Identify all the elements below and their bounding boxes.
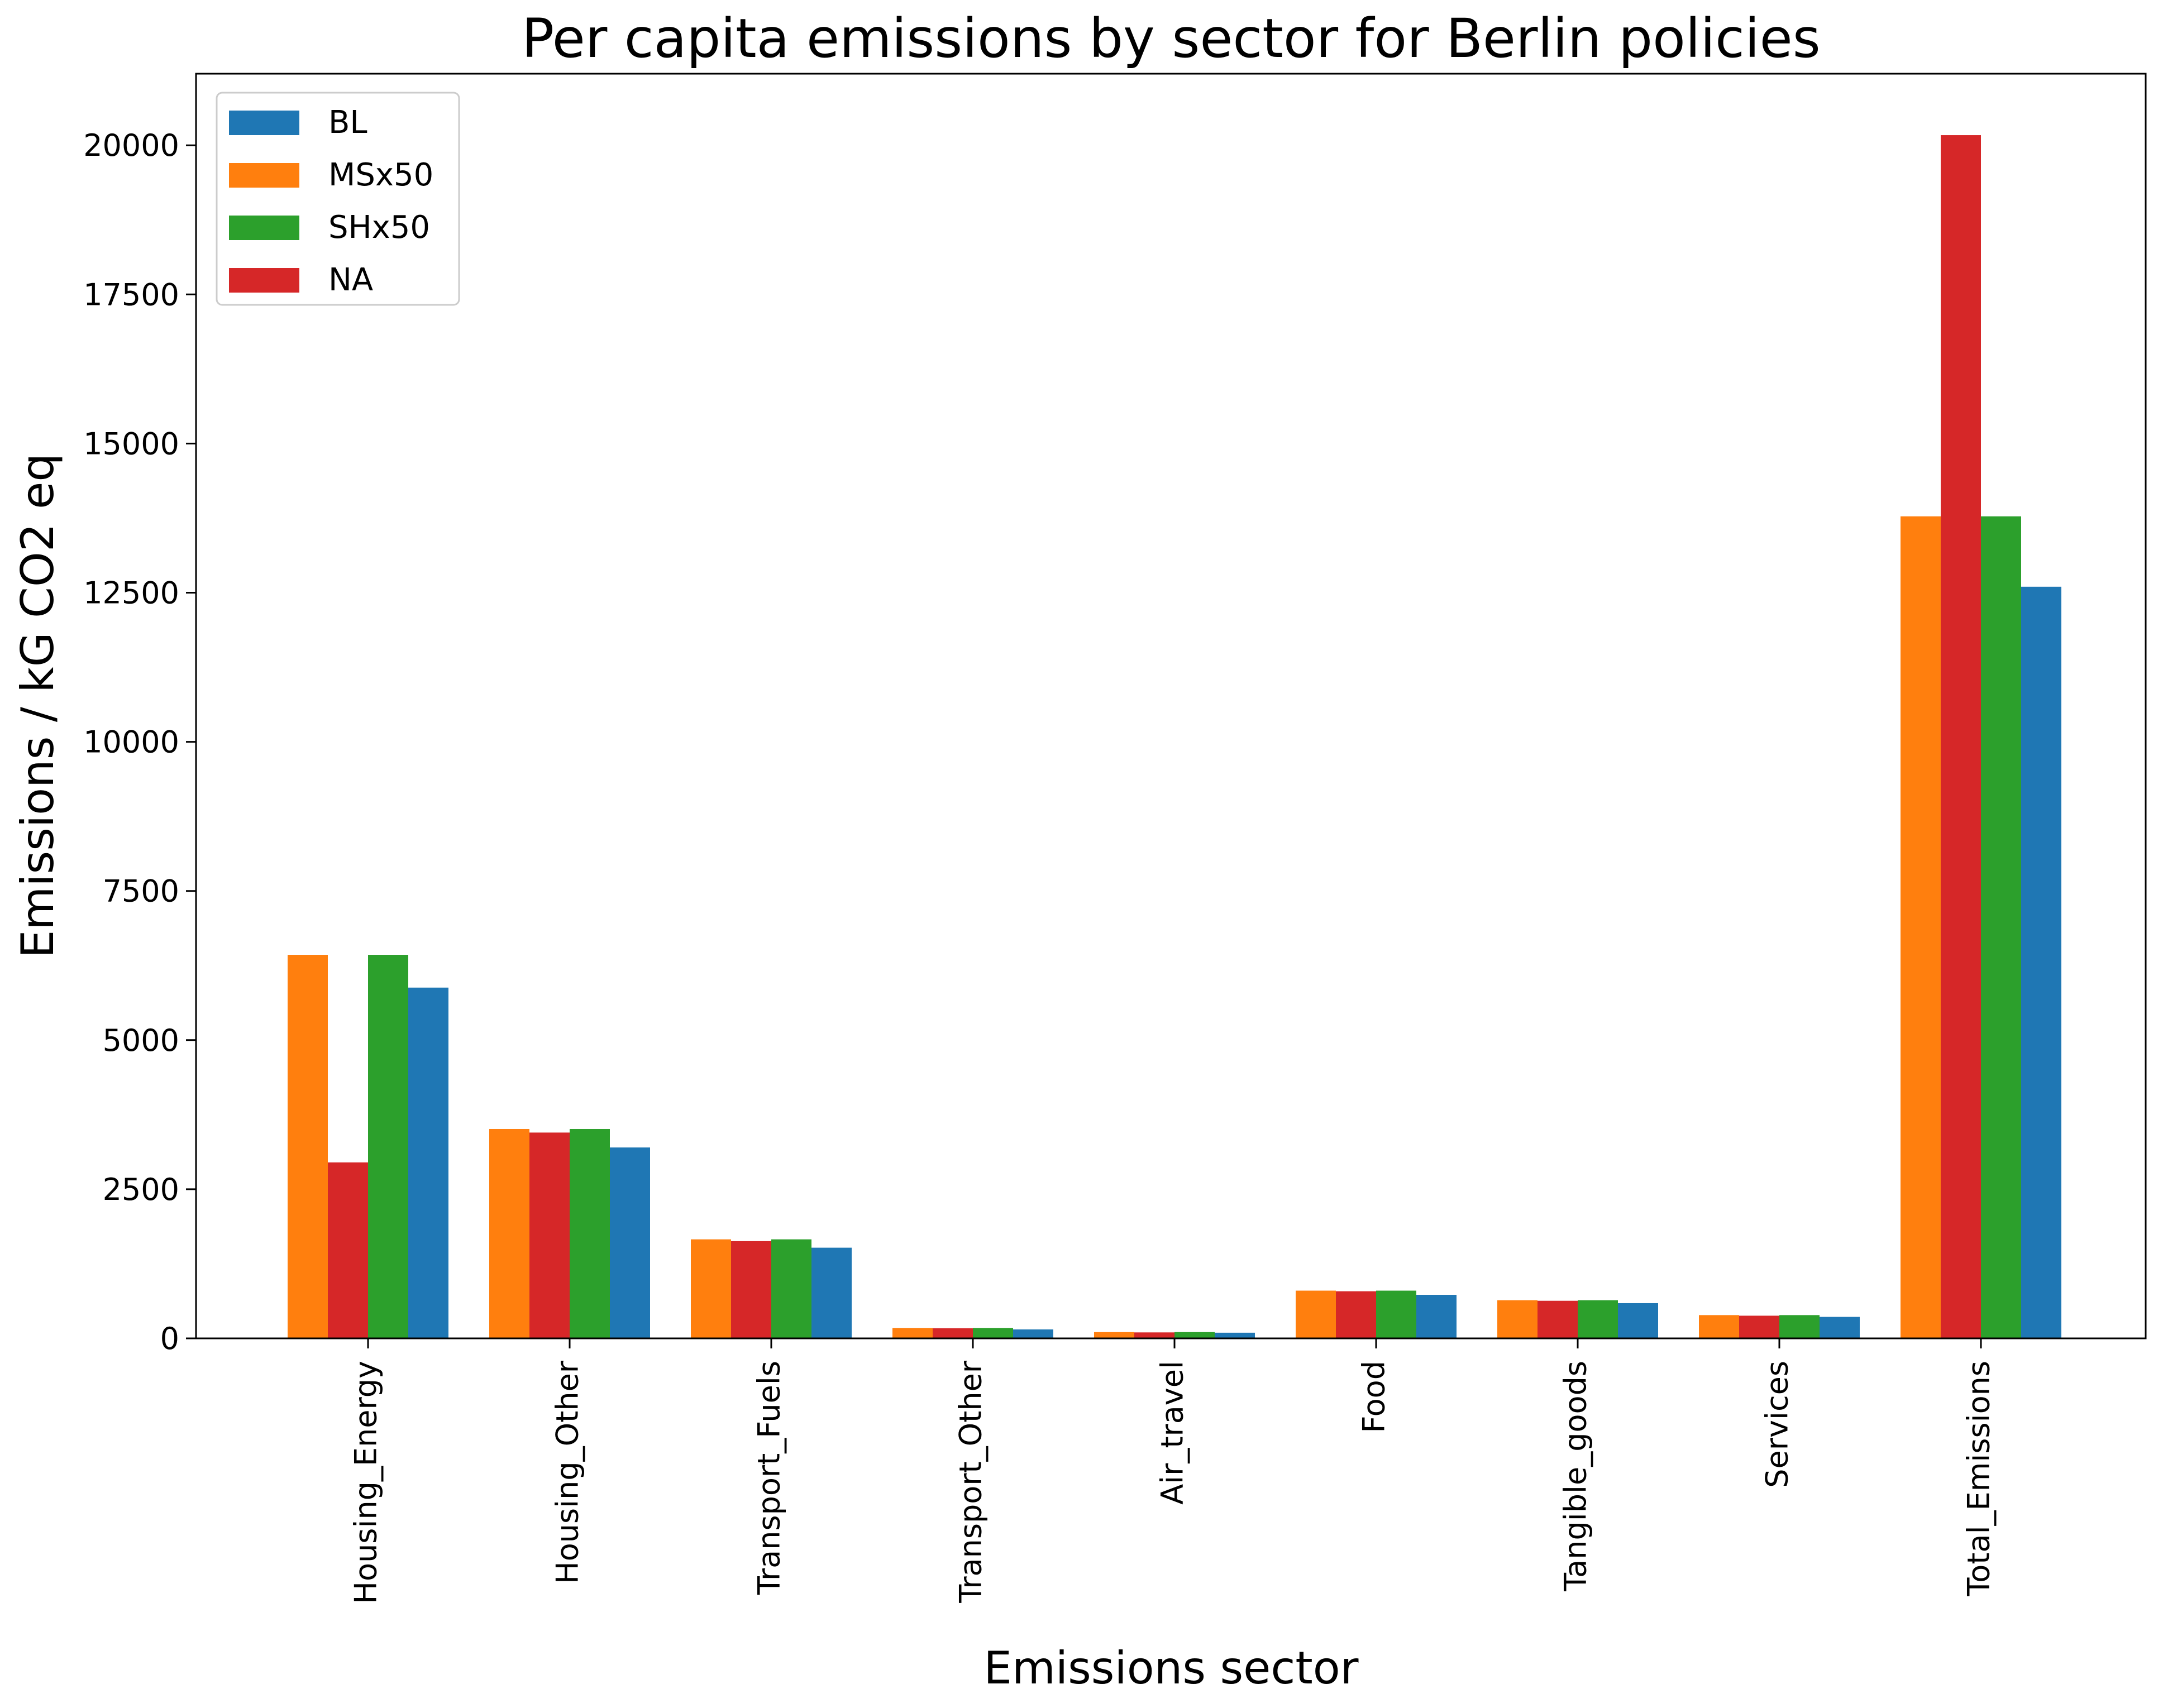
bar-shx50-housing-other [570, 1128, 610, 1338]
bar-msx50-housing-other [489, 1128, 529, 1338]
bar-na-air-travel [1134, 1332, 1174, 1338]
bar-msx50-food [1296, 1290, 1336, 1338]
bar-na-food [1336, 1291, 1376, 1338]
x-tick-label-transport-other: Transport_Other [953, 1360, 989, 1604]
legend-swatch-msx50 [229, 163, 299, 188]
x-tick-label-total-emissions: Total_Emissions [1961, 1361, 1997, 1597]
bar-shx50-air-travel [1174, 1332, 1215, 1338]
chart-title: Per capita emissions by sector for Berli… [522, 7, 1820, 70]
x-tick-label-tangible-goods: Tangible_goods [1558, 1361, 1593, 1592]
bar-bl-air-travel [1215, 1332, 1255, 1338]
y-tick-label: 7500 [103, 874, 179, 909]
y-tick-label: 2500 [103, 1172, 179, 1207]
x-tick-label-housing-other: Housing_Other [550, 1360, 585, 1584]
x-tick-label-transport-fuels: Transport_Fuels [752, 1361, 787, 1595]
y-axis: 0 2500 5000 7500 10000 12500 15000 17500 20000 [83, 128, 196, 1356]
bar-msx50-services [1699, 1315, 1739, 1338]
bar-shx50-food [1376, 1290, 1416, 1338]
bar-shx50-housing-energy [368, 955, 408, 1338]
bar-bl-housing-energy [408, 987, 448, 1338]
y-tick-label: 17500 [83, 277, 179, 312]
plot-frame [195, 73, 2147, 1339]
bar-shx50-transport-fuels [771, 1239, 811, 1338]
legend-label-bl: BL [328, 104, 367, 141]
bar-na-tangible-goods [1538, 1300, 1578, 1338]
x-axis: Housing_Energy Housing_Other Transport_Fue… [348, 1338, 1997, 1604]
bar-shx50-total-emissions [1981, 516, 2021, 1338]
x-axis-label: Emissions sector [983, 1642, 1358, 1694]
bar-bl-food [1416, 1295, 1457, 1338]
bar-na-transport-other [933, 1328, 973, 1338]
legend-label-msx50: MSx50 [328, 157, 433, 193]
bar-na-services [1739, 1315, 1779, 1338]
bar-bl-tangible-goods [1618, 1303, 1658, 1338]
bar-msx50-tangible-goods [1497, 1300, 1538, 1338]
bar-shx50-transport-other [973, 1328, 1013, 1338]
legend-swatch-bl [229, 111, 299, 135]
y-tick-label: 12500 [83, 576, 179, 611]
legend-swatch-shx50 [229, 216, 299, 240]
bar-msx50-housing-energy [288, 955, 328, 1338]
y-axis-label: Emissions / kG CO2 eq [12, 453, 64, 958]
bar-bl-transport-other [1013, 1329, 1053, 1338]
bar-msx50-air-travel [1094, 1332, 1134, 1338]
bar-msx50-total-emissions [1901, 516, 1941, 1338]
x-tick-label-services: Services [1760, 1361, 1795, 1488]
y-tick-label: 10000 [83, 725, 179, 760]
y-tick-label: 0 [160, 1321, 179, 1356]
bar-na-housing-energy [328, 1162, 368, 1338]
legend-label-na: NA [328, 262, 373, 298]
bar-shx50-tangible-goods [1578, 1300, 1618, 1338]
x-tick-label-food: Food [1357, 1361, 1392, 1433]
y-tick-label: 15000 [83, 426, 179, 461]
bar-na-total-emissions [1941, 135, 1981, 1338]
legend-swatch-na [229, 268, 299, 293]
y-tick-label: 5000 [103, 1023, 179, 1058]
y-tick-label: 20000 [83, 128, 179, 163]
bar-bl-housing-other [610, 1147, 650, 1338]
bar-msx50-transport-fuels [691, 1239, 731, 1338]
bar-shx50-services [1779, 1315, 1820, 1338]
legend-frame [216, 92, 460, 306]
bar-bl-services [1820, 1317, 1860, 1338]
legend-label-shx50: SHx50 [328, 209, 430, 246]
x-tick-label-air-travel: Air_travel [1155, 1361, 1190, 1505]
bar-na-transport-fuels [731, 1241, 771, 1338]
legend: BL MSx50 SHx50 NA [216, 92, 460, 306]
bars-group [288, 135, 2061, 1338]
bar-bl-transport-fuels [811, 1247, 852, 1338]
bar-bl-total-emissions [2021, 586, 2061, 1338]
bar-msx50-transport-other [892, 1328, 933, 1338]
bar-na-housing-other [529, 1132, 570, 1338]
x-tick-label-housing-energy: Housing_Energy [348, 1361, 384, 1604]
